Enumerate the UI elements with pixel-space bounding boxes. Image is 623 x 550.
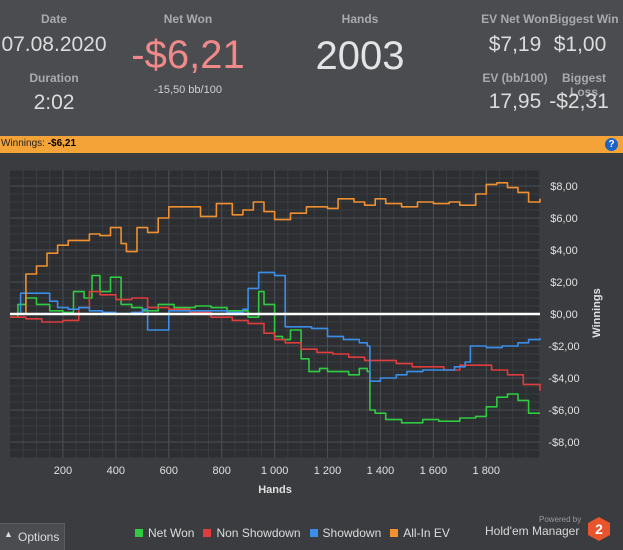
- y-tick-label: $8,00: [550, 181, 578, 193]
- ev-net-won-label: EV Net Won: [481, 12, 549, 26]
- stats-panel: Date 07.08.2020 Duration 2:02 Net Won -$…: [0, 0, 623, 136]
- net-won-bb-value: -15,50 bb/100: [154, 84, 222, 96]
- net-won-value: -$6,21: [131, 33, 245, 77]
- y-tick-label: $0,00: [550, 309, 578, 321]
- biggest-win-label: Biggest Win: [549, 12, 619, 26]
- series-line-all-in-ev: [10, 182, 541, 315]
- winnings-chart: $8,00 $6,00 $4,00 $2,00 $0,00 -$2,00 -$4,00 -$6…: [10, 169, 603, 496]
- date-label: Date: [40, 12, 67, 26]
- help-icon[interactable]: ?: [605, 138, 618, 151]
- winnings-summary: Winnings: -$6,21: [1, 138, 76, 149]
- y-tick-label: -$4,00: [548, 373, 579, 385]
- legend-swatch-showdown: [309, 529, 318, 537]
- y-tick-label: $6,00: [550, 213, 578, 225]
- brand-name: Hold'em Manager: [485, 524, 580, 538]
- powered-by-text: Powered by: [539, 515, 582, 524]
- x-axis-label: Hands: [258, 484, 292, 496]
- y-tick-label: $4,00: [550, 245, 578, 257]
- biggest-loss-value: -$2,31: [549, 90, 609, 113]
- biggest-loss-label: Biggest Loss: [561, 71, 606, 99]
- options-label: Options: [18, 530, 60, 544]
- x-tick-label: 400: [107, 465, 125, 477]
- biggest-win-value: $1,00: [553, 33, 607, 56]
- net-won-label: Net Won: [163, 12, 213, 26]
- legend: Net Won Non Showdown Showdown All-In EV: [135, 526, 459, 540]
- ev-bb-value: 17,95: [488, 90, 542, 113]
- ev-net-won-value: $7,19: [488, 33, 542, 56]
- legend-label-all-in-ev: All-In EV: [403, 526, 450, 540]
- caret-up-icon: ▲: [4, 529, 13, 539]
- y-tick-label: $2,00: [550, 277, 578, 289]
- options-button[interactable]: ▲ Options: [0, 523, 65, 550]
- x-tick-label: 1 800: [473, 465, 501, 477]
- x-axis-ticks: 200 400 600 800 1 000 1 200 1 400 1 600 1 800: [54, 465, 500, 477]
- y-tick-label: -$8,00: [548, 437, 579, 449]
- series-line-net-won: [10, 274, 540, 424]
- winnings-label: Winnings:: [1, 138, 45, 149]
- duration-label: Duration: [29, 71, 79, 85]
- legend-item-showdown[interactable]: Showdown: [309, 526, 382, 540]
- ev-bb-label: EV (bb/100): [482, 71, 548, 85]
- x-tick-label: 200: [54, 465, 72, 477]
- legend-item-all-in-ev[interactable]: All-In EV: [390, 526, 450, 540]
- hands-value: 2003: [315, 34, 405, 78]
- legend-label-net-won: Net Won: [148, 526, 195, 540]
- hands-label: Hands: [341, 12, 379, 26]
- y-tick-label: -$6,00: [548, 405, 579, 417]
- y-axis-ticks: $8,00 $6,00 $4,00 $2,00 $0,00 -$2,00 -$4,00 -$6…: [548, 181, 579, 449]
- winnings-value: -$6,21: [47, 138, 77, 149]
- legend-swatch-net-won: [135, 529, 143, 537]
- legend-label-showdown: Showdown: [322, 526, 382, 540]
- winnings-bar: Winnings: -$6,21 ?: [0, 136, 623, 153]
- x-tick-label: 1 000: [261, 465, 289, 477]
- x-tick-label: 1 200: [314, 465, 342, 477]
- x-tick-label: 600: [160, 465, 178, 477]
- legend-item-non-showdown[interactable]: Non Showdown: [203, 526, 301, 540]
- x-tick-label: 800: [213, 465, 231, 477]
- legend-item-net-won[interactable]: Net Won: [135, 526, 194, 540]
- hm2-logo-icon: 2: [588, 517, 610, 541]
- legend-label-non-showdown: Non Showdown: [216, 526, 301, 540]
- series-line-showdown: [10, 271, 541, 382]
- legend-swatch-all-in-ev: [390, 529, 399, 537]
- x-tick-label: 1 600: [420, 465, 448, 477]
- duration-value: 2:02: [33, 91, 75, 114]
- y-axis-label: Winnings: [591, 288, 603, 337]
- x-tick-label: 1 400: [367, 465, 395, 477]
- date-value: 07.08.2020: [1, 33, 107, 56]
- y-tick-label: -$2,00: [548, 341, 579, 353]
- logo-number: 2: [595, 521, 603, 537]
- series-lines: [10, 182, 541, 424]
- legend-swatch-non-showdown: [203, 529, 212, 537]
